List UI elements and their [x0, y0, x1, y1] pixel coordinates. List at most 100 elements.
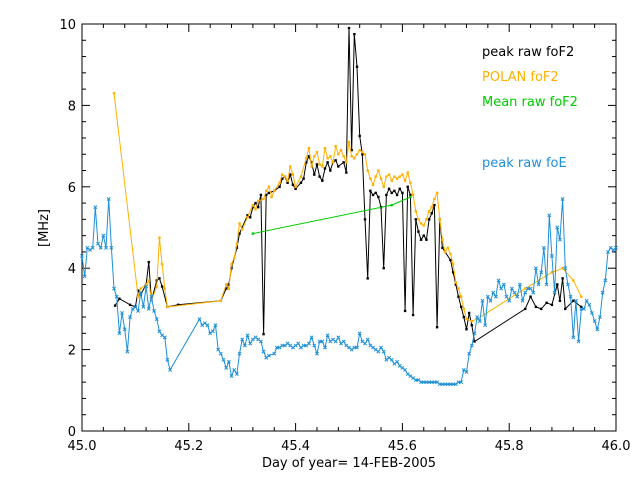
data-point — [501, 282, 506, 287]
data-point — [334, 144, 337, 148]
data-point — [524, 287, 527, 290]
data-point — [524, 307, 527, 311]
series-2 — [251, 195, 412, 235]
data-point — [248, 341, 253, 346]
data-point — [443, 250, 447, 254]
data-point — [281, 173, 284, 176]
data-point — [350, 155, 353, 158]
data-point — [270, 195, 273, 199]
data-point — [120, 311, 125, 315]
data-point — [138, 290, 143, 295]
series-line — [114, 28, 582, 343]
plot-frame — [81, 23, 617, 432]
data-point — [403, 367, 408, 372]
data-point — [422, 234, 425, 237]
data-point — [369, 177, 372, 180]
data-point — [323, 345, 327, 350]
data-point — [592, 319, 597, 324]
data-point — [249, 216, 252, 219]
data-point — [459, 295, 463, 298]
data-point — [258, 339, 263, 344]
data-point — [235, 242, 239, 245]
x-axis-title: Day of year= 14-FEB-2005 — [262, 456, 436, 471]
data-point — [430, 212, 433, 215]
data-point — [550, 271, 554, 274]
data-point — [371, 183, 375, 186]
data-point — [417, 218, 420, 221]
data-point — [355, 153, 359, 156]
x-tick-label: 45.4 — [281, 439, 310, 454]
data-point — [459, 380, 464, 385]
data-point — [462, 315, 466, 319]
data-point — [345, 161, 348, 164]
data-point — [572, 279, 575, 282]
data-point — [556, 283, 559, 286]
data-point — [473, 340, 476, 343]
data-point — [241, 228, 244, 231]
data-point — [267, 185, 271, 188]
data-point — [224, 365, 229, 370]
data-point — [379, 177, 383, 180]
data-point — [305, 157, 308, 160]
data-point — [573, 298, 578, 303]
data-point — [309, 335, 314, 340]
data-point — [467, 351, 472, 356]
data-point — [470, 323, 474, 327]
data-point — [242, 343, 247, 348]
series-3 — [80, 197, 618, 387]
data-point — [163, 287, 166, 290]
data-point — [406, 185, 409, 188]
data-point — [365, 337, 370, 342]
data-point — [451, 271, 455, 274]
data-point — [499, 286, 504, 291]
data-point — [254, 207, 257, 211]
data-point — [358, 148, 361, 152]
data-point — [336, 335, 341, 340]
data-point — [398, 187, 401, 191]
data-point — [584, 298, 589, 303]
data-point — [224, 287, 228, 290]
legend-label: Mean raw foF2 — [482, 95, 578, 110]
data-point — [587, 302, 592, 307]
data-point — [286, 181, 289, 184]
data-point — [144, 283, 148, 286]
data-point — [307, 146, 311, 150]
data-point — [571, 335, 576, 340]
data-point — [350, 148, 353, 152]
data-point — [168, 367, 173, 372]
data-point — [261, 349, 266, 354]
data-point — [218, 351, 223, 356]
data-point — [315, 351, 319, 356]
data-point — [229, 374, 234, 379]
data-point — [240, 337, 245, 342]
data-point — [128, 315, 133, 319]
data-point — [133, 304, 138, 309]
data-point — [395, 359, 400, 364]
data-point — [80, 254, 84, 258]
data-point — [150, 299, 153, 302]
data-point — [226, 359, 231, 364]
data-point — [299, 175, 303, 178]
data-point — [197, 317, 202, 322]
data-point — [353, 32, 356, 36]
series-1 — [112, 91, 583, 323]
data-point — [98, 245, 103, 250]
data-point — [565, 282, 570, 287]
data-point — [286, 179, 289, 182]
data-point — [232, 367, 237, 372]
data-point — [232, 256, 236, 260]
data-point — [480, 298, 485, 303]
data-point — [533, 266, 538, 271]
data-point — [425, 218, 428, 221]
data-point — [265, 193, 268, 197]
data-point — [512, 290, 517, 295]
data-point — [414, 218, 417, 221]
data-point — [438, 218, 441, 221]
data-point — [603, 278, 608, 283]
data-point — [235, 246, 239, 250]
data-point — [379, 345, 383, 350]
data-point — [470, 319, 474, 323]
data-point — [411, 193, 415, 197]
data-point — [289, 173, 292, 176]
data-point — [401, 191, 404, 195]
